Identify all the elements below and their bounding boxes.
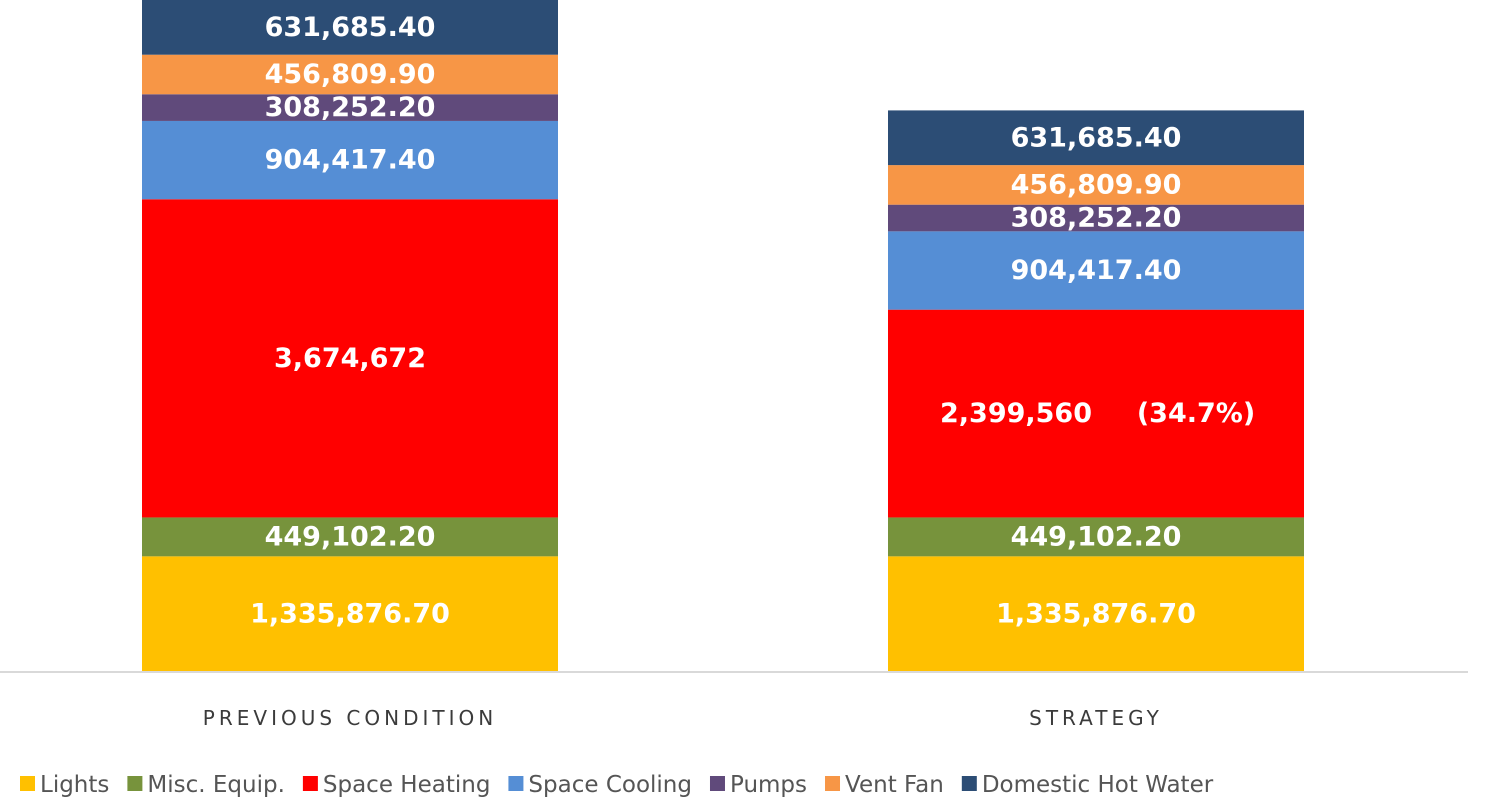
data-label-pumps-strategy: 308,252.20 bbox=[1011, 203, 1182, 234]
bar-segment-misc-equip-previous-condition bbox=[142, 517, 558, 557]
legend-swatch-domestic-hot-water bbox=[961, 776, 977, 791]
data-label-domestic-hot-water-previous-condition: 631,685.40 bbox=[265, 12, 436, 43]
legend-label-vent-fan: Vent Fan bbox=[845, 772, 944, 798]
bar-segment-domestic-hot-water-previous-condition bbox=[142, 0, 558, 55]
data-label-lights-previous-condition: 1,335,876.70 bbox=[250, 599, 450, 630]
bar-segment-pumps-previous-condition bbox=[142, 94, 558, 121]
data-label-domestic-hot-water-strategy: 631,685.40 bbox=[1011, 122, 1182, 153]
bar-segment-space-heating-strategy bbox=[888, 309, 1304, 518]
category-label-previous-condition: PREVIOUS CONDITION bbox=[203, 706, 497, 730]
data-label-space-heating-strategy: 2,399,560 bbox=[940, 398, 1092, 429]
category-label-strategy: STRATEGY bbox=[1029, 706, 1163, 730]
bar-segment-space-heating-previous-condition bbox=[142, 199, 558, 518]
bar-segment-pumps-strategy bbox=[888, 204, 1304, 232]
annotation-space-heating-strategy: (34.7%) bbox=[1137, 398, 1255, 429]
legend-label-space-cooling: Space Cooling bbox=[528, 772, 692, 798]
bar-segment-misc-equip-strategy bbox=[888, 517, 1304, 557]
legend-label-misc-equip: Misc. Equip. bbox=[147, 772, 285, 798]
data-label-space-cooling-previous-condition: 904,417.40 bbox=[265, 145, 436, 176]
segment-labels-group: 1,335,876.70 449,102.20 3,674,672 904,417.4… bbox=[250, 12, 1255, 630]
legend-label-domestic-hot-water: Domestic Hot Water bbox=[982, 772, 1214, 798]
data-label-misc-equip-strategy: 449,102.20 bbox=[1011, 521, 1182, 552]
legend-label-pumps: Pumps bbox=[730, 772, 807, 798]
legend-swatch-misc-equip bbox=[127, 776, 143, 791]
legend-label-space-heating: Space Heating bbox=[323, 772, 491, 798]
data-label-vent-fan-strategy: 456,809.90 bbox=[1011, 169, 1182, 200]
data-label-misc-equip-previous-condition: 449,102.20 bbox=[265, 521, 436, 552]
data-label-space-heating-previous-condition: 3,674,672 bbox=[274, 343, 426, 374]
bar-segment-vent-fan-previous-condition bbox=[142, 54, 558, 95]
bar-segment-vent-fan-strategy bbox=[888, 165, 1304, 205]
bar-segment-space-cooling-previous-condition bbox=[142, 120, 558, 200]
legend-swatch-space-heating bbox=[302, 776, 318, 791]
data-label-pumps-previous-condition: 308,252.20 bbox=[265, 92, 436, 123]
bar-segment-lights-previous-condition bbox=[142, 556, 558, 672]
bar-segment-lights-strategy bbox=[888, 556, 1304, 672]
data-label-space-cooling-strategy: 904,417.40 bbox=[1011, 255, 1182, 286]
legend-swatch-lights bbox=[20, 776, 35, 791]
bars-group bbox=[142, 0, 1304, 672]
legend: Lights Misc. Equip. Space Heating Space Coo… bbox=[20, 772, 1214, 798]
legend-swatch-space-cooling bbox=[508, 776, 524, 791]
legend-swatch-pumps bbox=[709, 776, 725, 791]
bar-segment-space-cooling-strategy bbox=[888, 231, 1304, 310]
data-label-vent-fan-previous-condition: 456,809.90 bbox=[265, 59, 436, 90]
category-labels-group: PREVIOUS CONDITION STRATEGY bbox=[203, 706, 1163, 730]
legend-swatch-vent-fan bbox=[825, 776, 841, 791]
legend-label-lights: Lights bbox=[40, 772, 109, 798]
data-label-lights-strategy: 1,335,876.70 bbox=[996, 599, 1196, 630]
bar-segment-domestic-hot-water-strategy bbox=[888, 110, 1304, 166]
